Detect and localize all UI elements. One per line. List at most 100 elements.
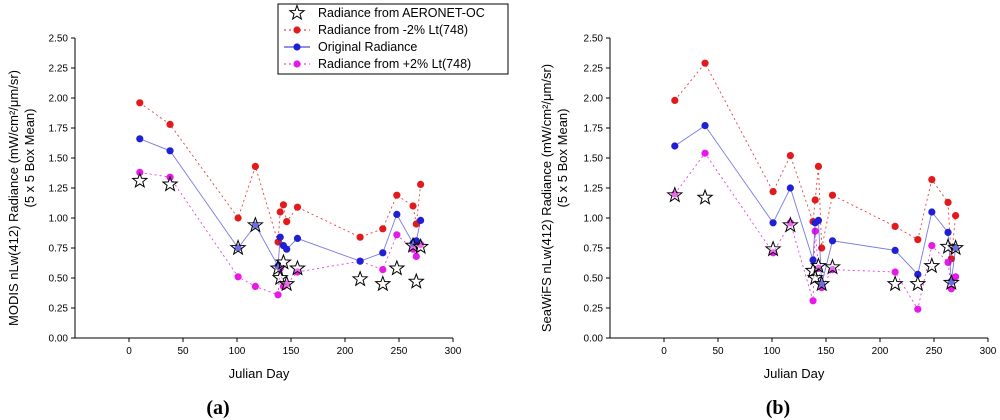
point-minus2 xyxy=(671,96,679,104)
point-aeronet-star xyxy=(809,257,827,274)
y-tick-label: 0.00 xyxy=(49,334,69,345)
point-aeronet-star xyxy=(939,237,957,255)
x-axis-label: Julian Day xyxy=(764,366,825,381)
point-orig xyxy=(914,270,922,278)
x-tick-label: 0 xyxy=(661,346,667,357)
point-minus2 xyxy=(417,180,425,188)
point-orig xyxy=(952,244,960,252)
point-aeronet-star xyxy=(274,253,292,270)
point-minus2 xyxy=(944,198,952,206)
point-minus2 xyxy=(928,176,936,184)
point-minus2 xyxy=(769,188,777,196)
x-tick-label: 0 xyxy=(126,346,132,357)
y-tick-label: 0.50 xyxy=(584,274,604,285)
point-minus2 xyxy=(276,208,284,216)
point-minus2 xyxy=(166,120,174,128)
y-tick-label: 1.00 xyxy=(49,214,69,225)
point-plus2 xyxy=(379,266,387,274)
x-tick-label: 200 xyxy=(872,346,889,357)
x-tick-label: 100 xyxy=(764,346,781,357)
legend-label-plus2: Radiance from +2% Lt(748) xyxy=(318,57,471,71)
point-aeronet-star xyxy=(886,275,904,292)
point-plus2 xyxy=(701,149,709,157)
point-minus2 xyxy=(811,196,819,204)
y-axis-label-sub: (5 x 5 Box Mean) xyxy=(555,109,570,208)
point-aeronet-star xyxy=(404,236,422,253)
point-minus2 xyxy=(914,236,922,244)
point-aeronet-star xyxy=(813,275,831,292)
legend-label-aeronet: Radiance from AERONET-OC xyxy=(318,6,485,20)
legend-dot-orig xyxy=(293,43,301,51)
x-tick-label: 250 xyxy=(391,346,408,357)
point-aeronet-star xyxy=(412,237,430,255)
point-minus2 xyxy=(379,225,387,233)
point-plus2 xyxy=(412,252,420,260)
point-aeronet-star xyxy=(942,273,960,291)
x-tick-label: 300 xyxy=(445,346,462,357)
point-minus2 xyxy=(251,162,259,170)
point-orig xyxy=(293,234,302,242)
point-aeronet-star xyxy=(271,269,289,286)
point-orig xyxy=(701,122,709,130)
series-line-plus2 xyxy=(674,152,957,311)
point-orig xyxy=(136,135,144,143)
point-minus2 xyxy=(393,191,401,199)
y-tick-label: 0.75 xyxy=(584,244,604,255)
point-aeronet-star xyxy=(696,188,714,205)
point-aeronet-star xyxy=(923,257,941,274)
y-tick-label: 0.75 xyxy=(49,244,69,255)
point-aeronet-star xyxy=(806,269,824,286)
series-line-minus2 xyxy=(139,102,422,243)
point-aeronet-star xyxy=(804,261,822,279)
point-plus2 xyxy=(914,305,922,313)
point-orig xyxy=(283,245,291,253)
point-aeronet-star xyxy=(246,216,264,233)
legend-dot-minus2 xyxy=(293,26,301,34)
legend-star-icon xyxy=(288,4,306,21)
point-plus2 xyxy=(952,273,960,281)
point-aeronet-star xyxy=(374,275,392,292)
point-aeronet-star xyxy=(278,275,296,292)
point-orig xyxy=(234,244,242,252)
legend: Radiance from AERONET-OC Radiance from -… xyxy=(277,3,509,75)
point-aeronet-star xyxy=(229,239,247,256)
y-tick-label: 1.50 xyxy=(584,154,604,165)
x-tick-label: 100 xyxy=(229,346,246,357)
point-plus2 xyxy=(283,280,291,288)
y-tick-label: 1.25 xyxy=(49,184,69,195)
y-tick-label: 1.75 xyxy=(49,124,69,135)
point-orig xyxy=(671,142,679,150)
x-tick-label: 250 xyxy=(926,346,943,357)
y-tick-label: 1.75 xyxy=(584,124,604,135)
y-axis-label: SeaWiFS nLw(412) Radiance (mW/cm²/μm/sr) xyxy=(539,64,554,332)
point-plus2 xyxy=(393,231,401,239)
point-minus2 xyxy=(293,203,302,211)
point-orig xyxy=(818,280,826,288)
point-orig xyxy=(891,246,899,254)
x-tick-label: 150 xyxy=(283,346,300,357)
point-minus2 xyxy=(356,233,364,241)
point-minus2 xyxy=(891,222,899,230)
point-minus2 xyxy=(952,212,960,220)
x-tick-label: 50 xyxy=(712,346,724,357)
point-aeronet-star xyxy=(781,216,799,233)
point-minus2 xyxy=(786,152,794,160)
panel-label: (a) xyxy=(206,397,229,419)
point-aeronet-star xyxy=(947,239,965,256)
point-orig xyxy=(379,249,387,257)
point-orig xyxy=(809,256,817,264)
point-aeronet-star xyxy=(388,259,406,276)
x-tick-label: 200 xyxy=(337,346,354,357)
x-tick-label: 300 xyxy=(980,346,997,357)
point-orig xyxy=(417,216,425,224)
y-axis-label: MODIS nLw(412) Radiance (mW/cm²/μm/sr) xyxy=(6,70,21,326)
y-tick-label: 1.00 xyxy=(584,214,604,225)
y-tick-label: 2.00 xyxy=(49,94,69,105)
point-aeronet-star xyxy=(407,272,425,289)
point-orig xyxy=(786,184,794,192)
y-tick-label: 2.25 xyxy=(584,64,604,75)
chart-panel-b: 0.00 0.25 0.50 0.75 1.00 1.25 1.50 1.75 2.00 2.25… xyxy=(539,34,997,420)
legend-symbol-minus2 xyxy=(284,26,310,34)
point-aeronet-star xyxy=(764,240,782,257)
point-minus2 xyxy=(234,214,242,222)
